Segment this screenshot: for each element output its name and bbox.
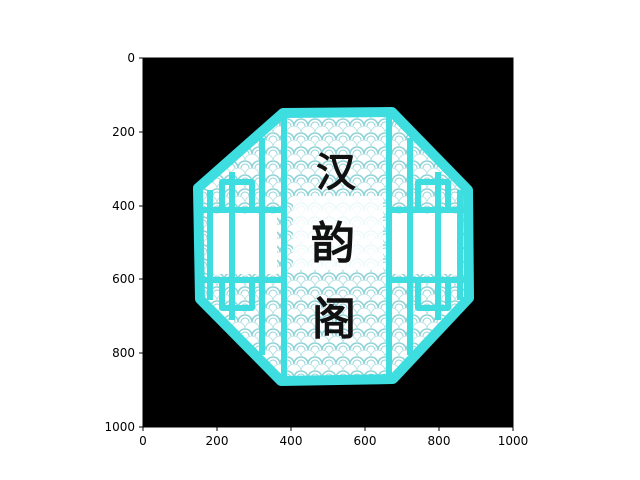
calligraphy-char-1: 汉: [316, 149, 357, 196]
x-tick-label: 200: [206, 434, 229, 448]
x-tick-label: 400: [280, 434, 303, 448]
octagon-emblem: 汉 韵 阁: [193, 107, 474, 386]
x-tick-label: 600: [354, 434, 377, 448]
calligraphy-char-3: 阁: [312, 294, 356, 345]
y-axis: 0 200 400 600 800 1000: [104, 51, 143, 434]
x-tick-label: 1000: [498, 434, 529, 448]
y-tick-label: 0: [127, 51, 135, 65]
y-tick-label: 200: [112, 125, 135, 139]
x-tick-label: 0: [139, 434, 147, 448]
y-tick-label: 600: [112, 272, 135, 286]
x-axis: 0 200 400 600 800 1000: [139, 427, 528, 448]
calligraphy-char-2: 韵: [311, 218, 355, 269]
y-tick-label: 800: [112, 346, 135, 360]
axes-frame: [142, 57, 514, 428]
x-tick-label: 800: [428, 434, 451, 448]
y-tick-label: 400: [112, 199, 135, 213]
y-tick-label: 1000: [104, 420, 135, 434]
